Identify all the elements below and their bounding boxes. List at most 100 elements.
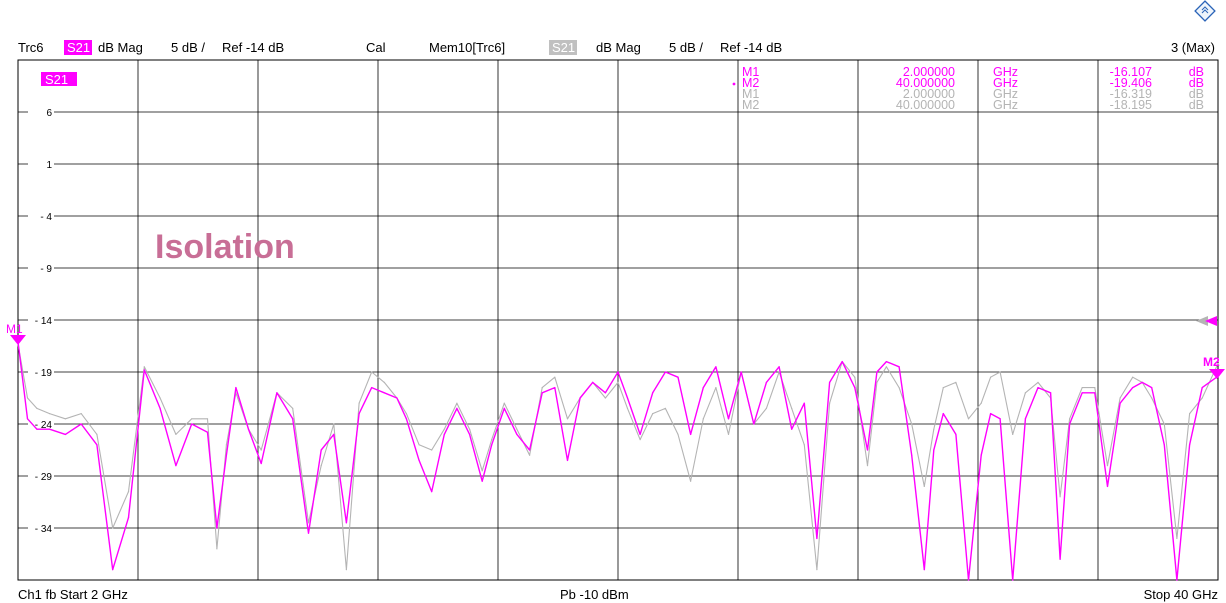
data-point [307, 532, 310, 534]
data-point [80, 423, 82, 425]
trace-label-badge[interactable] [41, 72, 77, 86]
data-point [127, 517, 130, 519]
y-tick-bg [28, 210, 54, 222]
channel-start[interactable]: Ch1 fb Start 2 GHz [18, 587, 128, 602]
data-point [206, 431, 209, 433]
data-point [383, 381, 385, 383]
trace-name[interactable]: Trc6 [18, 40, 44, 55]
data-point [127, 491, 130, 493]
data-point [778, 366, 780, 368]
marker-value: -16.319 [1110, 87, 1152, 101]
isolation-annotation: Isolation [155, 228, 295, 266]
data-point [639, 433, 641, 435]
data-point [980, 402, 982, 404]
data-point [159, 397, 161, 399]
data-point [967, 418, 970, 420]
data-point [143, 369, 145, 371]
data-point [247, 428, 250, 430]
memory-name[interactable]: Mem10[Trc6] [429, 40, 505, 55]
data-point [1012, 433, 1014, 435]
trace-format[interactable]: dB Mag [98, 40, 143, 55]
data-point [664, 371, 667, 373]
memory-format[interactable]: dB Mag [596, 40, 641, 55]
data-point [791, 407, 793, 409]
data-point [652, 413, 654, 415]
memory-scale[interactable]: 5 dB / [669, 40, 703, 55]
data-point [503, 407, 505, 409]
data-point [431, 491, 433, 493]
data-point [358, 402, 360, 404]
memory-param-badge[interactable] [549, 40, 577, 55]
data-point [191, 423, 193, 425]
data-point [829, 381, 831, 383]
data-point [26, 397, 29, 399]
y-tick-label: - 19 [35, 368, 53, 379]
trace-scale[interactable]: 5 dB / [171, 40, 205, 55]
marker-m1-triangle-icon[interactable] [10, 335, 26, 345]
data-point [1050, 392, 1052, 394]
data-point [566, 459, 569, 461]
y-tick-bg [28, 470, 54, 482]
data-point [1176, 537, 1178, 540]
data-point [1059, 558, 1061, 560]
data-point [541, 392, 543, 394]
data-point [690, 480, 692, 482]
data-point [791, 428, 793, 430]
data-point [876, 381, 878, 383]
y-tick-bg [28, 262, 54, 274]
data-point [396, 397, 398, 399]
data-point [1189, 444, 1191, 446]
data-point [418, 459, 420, 461]
marker-row[interactable]: M2 40.000000 GHz -18.195 dB [742, 98, 1204, 112]
data-point [1119, 402, 1121, 404]
data-point [923, 485, 925, 487]
data-point [690, 433, 692, 435]
stop-frequency[interactable]: Stop 40 GHz [1144, 587, 1218, 602]
memory-ref[interactable]: Ref -14 dB [720, 40, 782, 55]
y-tick-label: 6 [46, 108, 52, 119]
source-power[interactable]: Pb -10 dBm [560, 587, 629, 602]
trace-ref-arrow-icon[interactable] [1205, 316, 1217, 326]
data-point [1094, 387, 1096, 389]
data-point [1037, 387, 1039, 389]
marker-m1[interactable]: M1 [6, 322, 26, 345]
data-point [371, 371, 373, 373]
data-point [841, 361, 843, 363]
data-point [80, 413, 82, 415]
data-point [1094, 392, 1096, 394]
marker-m2[interactable]: M2 [1203, 355, 1225, 379]
marker-row[interactable]: M1 2.000000 GHz -16.319 dB [742, 87, 1204, 101]
data-point [816, 569, 818, 571]
trace-param-badge[interactable] [64, 40, 92, 55]
memory-ref-arrow-icon[interactable] [1196, 316, 1208, 326]
vendor-logo-icon [1194, 0, 1216, 22]
data-point [175, 433, 177, 435]
marker-m2-label: M2 [1203, 355, 1220, 369]
data-point [866, 449, 869, 451]
trace-label: S21 [45, 72, 68, 87]
trace-ref[interactable]: Ref -14 dB [222, 40, 284, 55]
data-point [702, 387, 704, 389]
marker-m2-triangle-icon[interactable] [1209, 369, 1225, 379]
marker-freq: 40.000000 [896, 98, 955, 112]
data-point [1201, 387, 1203, 389]
data-point [333, 433, 335, 435]
data-point [955, 433, 957, 435]
data-point [405, 413, 407, 415]
data-point [216, 548, 218, 550]
y-tick-label: - 29 [35, 472, 53, 483]
cal-indicator: Cal [366, 40, 386, 55]
window-number[interactable]: 3 (Max) [1171, 40, 1215, 55]
data-point [765, 407, 768, 409]
y-tick-label: - 24 [35, 420, 53, 431]
y-tick-bg [28, 314, 54, 326]
data-point [898, 387, 900, 389]
data-point [876, 371, 878, 373]
data-point [765, 381, 768, 383]
data-point [1141, 381, 1143, 383]
marker-row[interactable]: M1 2.000000 GHz -16.107 dB [742, 65, 1204, 79]
marker-row[interactable]: M2 40.000000 GHz -19.406 dB [732, 76, 1204, 90]
data-point [898, 366, 900, 368]
data-point [235, 387, 237, 389]
